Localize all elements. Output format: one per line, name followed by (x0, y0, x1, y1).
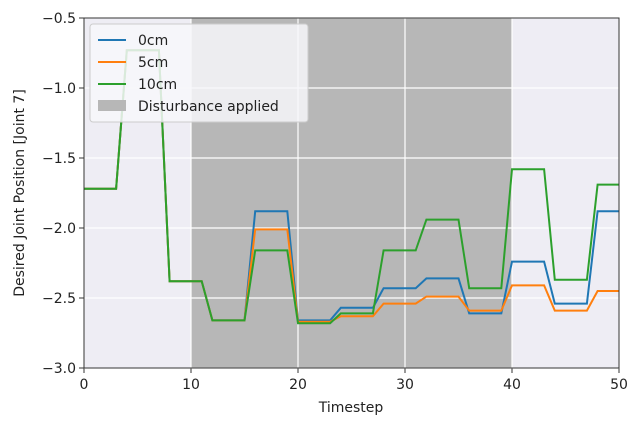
legend-label: 0cm (138, 33, 168, 49)
legend-swatch (98, 100, 126, 111)
y-tick-label: −1.0 (42, 81, 76, 97)
data-line (84, 49, 619, 325)
y-tick-label: −2.0 (42, 221, 76, 237)
legend-label: 5cm (138, 55, 168, 71)
x-tick-label: 30 (396, 377, 414, 393)
y-tick-label: −1.5 (42, 151, 76, 167)
legend-label: 10cm (138, 77, 177, 93)
x-axis-label: Timestep (318, 400, 384, 416)
x-tick-label: 40 (503, 377, 521, 393)
x-tick-label: 20 (289, 377, 307, 393)
x-tick-label: 50 (610, 377, 628, 393)
y-axis-label: Desired Joint Position [Joint 7] (12, 89, 28, 297)
y-tick-label: −0.5 (42, 11, 76, 27)
plot-frame (83, 17, 620, 369)
x-tick-label: 0 (80, 377, 89, 393)
x-tick-label: 10 (182, 377, 200, 393)
y-tick-label: −3.0 (42, 361, 76, 377)
legend-label: Disturbance applied (138, 99, 279, 115)
legend-box (89, 23, 309, 123)
y-tick-label: −2.5 (42, 291, 76, 307)
